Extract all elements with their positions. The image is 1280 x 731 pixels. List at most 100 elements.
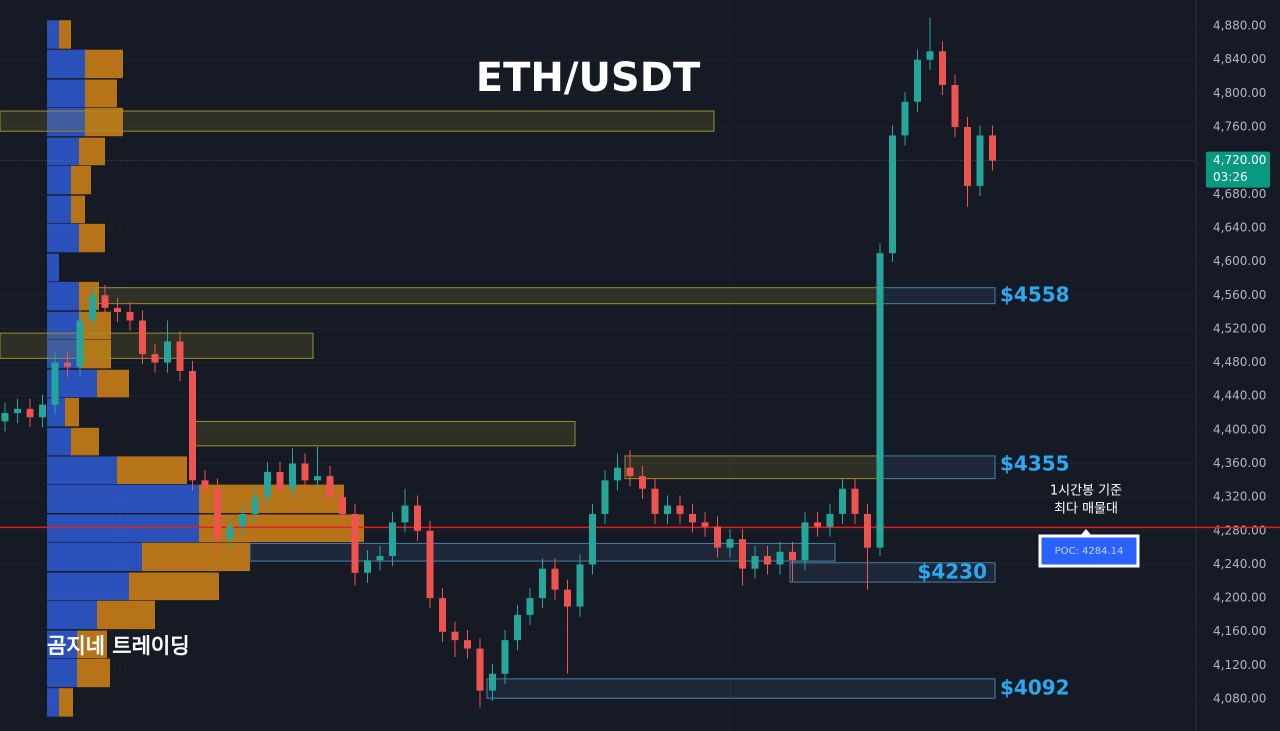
poc-note: 1시간봉 기준 [1050,484,1122,499]
candle-body [564,589,571,607]
profile-sell [199,514,364,543]
last-price-box [1206,151,1270,188]
candle-body [676,505,684,514]
candle-body [364,560,371,573]
poc-note: 최다 매물대 [1054,502,1118,517]
poc-box [1038,534,1140,568]
candle-body [651,488,659,514]
profile-buy [47,253,59,282]
profile-buy [47,572,129,601]
profile-buy [47,281,79,311]
candle-body [514,614,521,641]
zone [249,542,836,562]
y-tick-label: 4,520.00 [1213,321,1266,335]
candle-body [889,135,896,254]
y-tick-label: 4,080.00 [1213,692,1266,706]
poc-pointer [1080,529,1092,536]
profile-buy [47,195,71,224]
candle-body [139,320,146,355]
zone-label: $4230 [917,560,987,584]
profile-sell [85,79,117,108]
candle-body [214,488,221,540]
watermark: 곰지네 트레이딩 [47,634,190,658]
candle-body [64,362,71,367]
profile-buy [47,165,71,195]
zone-label: $4355 [1000,452,1070,476]
candle-body [526,598,534,615]
candle-body [151,354,159,363]
candle-body [101,295,109,308]
candle-body [751,556,759,569]
candle-body [764,556,771,565]
candle-body [914,59,921,102]
profile-buy [47,630,77,659]
candle-body [776,551,784,565]
candle-body [839,488,846,514]
candle-body [126,312,134,321]
profile-buy [47,49,85,79]
candle-body [464,640,471,649]
zone [0,110,715,132]
profile-sell [77,658,110,688]
candle-body [26,408,34,418]
candle-body [414,505,421,531]
y-tick-label: 4,320.00 [1213,490,1266,504]
profile-buy [47,137,79,166]
candle-body [601,480,609,514]
profile-sell [77,630,107,659]
profile-sell [71,165,91,195]
candle-body [201,480,209,489]
candle-body [614,467,621,481]
candle-body [239,513,246,527]
candle-body [501,640,509,674]
candle-body [939,51,946,85]
candle-body [276,471,284,489]
candle-body [714,526,721,548]
profile-sell [142,542,250,572]
candle-body [701,522,709,527]
zone-label: $4092 [1000,676,1070,700]
candle-body [726,539,734,548]
y-tick-label: 4,240.00 [1213,557,1266,571]
candle-body [951,84,959,128]
timer: 03:26 [1213,170,1248,184]
poc-label: POC: 4284.14 [1055,546,1124,557]
candle-body [401,505,409,523]
candle-body [489,673,496,691]
profile-buy [47,223,79,253]
profile-buy [47,514,199,543]
candle-body [251,497,259,514]
zone [189,420,576,447]
profile-buy [47,397,65,427]
y-tick-label: 4,280.00 [1213,523,1266,537]
candle-body [89,295,96,321]
candle-body [376,556,384,561]
profile-sell [79,137,105,166]
y-tick-label: 4,440.00 [1213,389,1266,403]
profile-sell [129,572,219,601]
candle-body [539,568,546,599]
candle-body [1,413,9,422]
profile-sell [97,600,155,630]
candle-body [864,513,871,548]
y-tick-label: 4,400.00 [1213,422,1266,436]
candle-body [264,471,271,498]
candle-body [689,513,696,523]
y-tick-label: 4,840.00 [1213,52,1266,66]
profile-buy [47,20,59,49]
candle-body [339,497,346,514]
zone [879,455,996,480]
profile-sell [71,427,99,456]
candle-body [76,320,84,367]
profile-sell [59,20,71,49]
candle-body [876,253,884,548]
profile-sell [117,456,187,485]
profile-buy [47,688,59,717]
profile-buy [47,79,85,108]
y-tick-label: 4,480.00 [1213,355,1266,369]
profile-sell [79,223,105,253]
y-tick-label: 4,800.00 [1213,86,1266,100]
